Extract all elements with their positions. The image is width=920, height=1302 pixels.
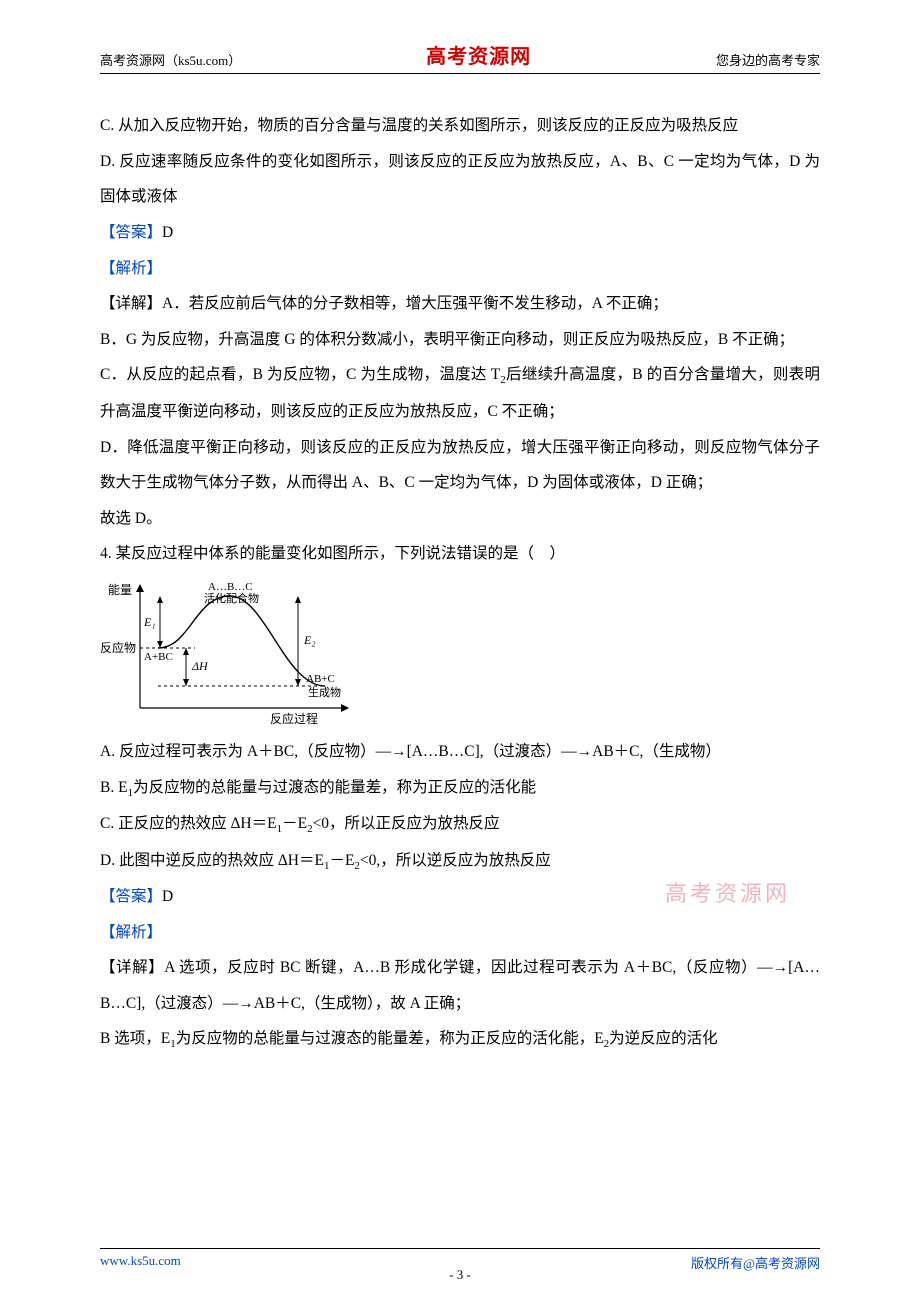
q4-option-a: A. 反应过程可表示为 A＋BC,（反应物）―→[A…B…C],（过渡态）―→A… — [100, 734, 820, 770]
conclusion-1: 故选 D。 — [100, 501, 820, 537]
footer-page-number: - 3 - — [100, 1267, 820, 1283]
peak-label-1: A…B…C — [208, 581, 253, 593]
answer-label: 【答案】 — [100, 224, 162, 241]
analysis-label-2: 【解析】 — [100, 915, 820, 951]
peak-label-2: 活化配合物 — [204, 591, 259, 605]
q4-option-b: B. E1为反应物的总能量与过渡态的能量差，称为正反应的活化能 — [100, 770, 820, 806]
d7-p2: 为反应物的总能量与过渡态的能量差，称为正反应的活化能，E — [176, 1030, 604, 1047]
x-axis-label: 反应过程 — [270, 711, 318, 726]
reactant-side-label: 反应物 — [100, 640, 136, 655]
optd-p2: －E — [329, 852, 354, 869]
e2-label: E₂ — [303, 633, 316, 647]
header-left-text: 高考资源网（ks5u.com） — [100, 50, 241, 69]
optb-p2: 为反应物的总能量与过渡态的能量差，称为正反应的活化能 — [133, 779, 536, 796]
q4-option-d: D. 此图中逆反应的热效应 ΔH＝E1－E2<0,，所以逆反应为放热反应 — [100, 843, 820, 879]
detail-c: C．从反应的起点看，B 为反应物，C 为生成物，温度达 T2后继续升高温度，B … — [100, 357, 820, 429]
energy-diagram: 能量 反应过程 A…B…C 活化配合物 E₁ E₂ ΔH 反应物 A+BC AB… — [100, 578, 360, 728]
q4-option-c: C. 正反应的热效应 ΔH＝E1－E2<0，所以正反应为放热反应 — [100, 806, 820, 842]
optd-p3: <0,，所以逆反应为放热反应 — [360, 852, 551, 869]
option-d-text: D. 反应速率随反应条件的变化如图所示，则该反应的正反应为放热反应，A、B、C … — [100, 144, 820, 215]
optd-p1: D. 此图中逆反应的热效应 ΔH＝E — [100, 852, 324, 869]
answer-value-2: D — [162, 888, 173, 905]
product-formula: AB+C — [306, 673, 335, 685]
detail-7: B 选项，E1为反应物的总能量与过渡态的能量差，称为正反应的活化能，E2为逆反应… — [100, 1021, 820, 1057]
detail-d: D．降低温度平衡正向移动，则该反应的正反应为放热反应，增大压强平衡正向移动，则反… — [100, 430, 820, 501]
answer-line-1: 【答案】D — [100, 215, 820, 251]
analysis-label-1: 【解析】 — [100, 251, 820, 287]
document-body: C. 从加入反应物开始，物质的百分含量与温度的关系如图所示，则该反应的正反应为吸… — [100, 108, 820, 1058]
header-center-logo: 高考资源网 — [426, 40, 531, 69]
answer-value: D — [162, 224, 173, 241]
detail-c-part1: C．从反应的起点看，B 为反应物，C 为生成物，温度达 T — [100, 366, 500, 383]
d7-p1: B 选项，E — [100, 1030, 170, 1047]
y-axis-label: 能量 — [108, 583, 132, 597]
answer-label-2: 【答案】 — [100, 888, 162, 905]
detail-b: B．G 为反应物，升高温度 G 的体积分数减小，表明平衡正向移动，则正反应为吸热… — [100, 322, 820, 358]
e1-label: E₁ — [143, 615, 156, 629]
question-4: 4. 某反应过程中体系的能量变化如图所示，下列说法错误的是（ ） — [100, 536, 820, 572]
reactant-formula: A+BC — [144, 651, 173, 663]
detail-a: 【详解】A．若反应前后气体的分子数相等，增大压强平衡不发生移动，A 不正确； — [100, 286, 820, 322]
detail-6: 【详解】A 选项，反应时 BC 断键，A…B 形成化学键，因此过程可表示为 A＋… — [100, 950, 820, 1021]
dh-label: ΔH — [191, 659, 209, 673]
option-c-text: C. 从加入反应物开始，物质的百分含量与温度的关系如图所示，则该反应的正反应为吸… — [100, 108, 820, 144]
d7-p3: 为逆反应的活化 — [609, 1030, 718, 1047]
optc-p2: －E — [282, 815, 307, 832]
optb-p1: B. E — [100, 779, 128, 796]
page-header: 高考资源网（ks5u.com） 高考资源网 您身边的高考专家 — [100, 40, 820, 74]
page-footer: www.ks5u.com 版权所有@高考资源网 - 3 - — [100, 1248, 820, 1272]
product-side-label: 生成物 — [308, 685, 341, 699]
optc-p1: C. 正反应的热效应 ΔH＝E — [100, 815, 277, 832]
answer-line-2: 【答案】D — [100, 879, 820, 915]
energy-diagram-wrap: 能量 反应过程 A…B…C 活化配合物 E₁ E₂ ΔH 反应物 A+BC AB… — [100, 578, 820, 728]
header-right-text: 您身边的高考专家 — [716, 50, 820, 69]
optc-p3: <0，所以正反应为放热反应 — [313, 815, 500, 832]
